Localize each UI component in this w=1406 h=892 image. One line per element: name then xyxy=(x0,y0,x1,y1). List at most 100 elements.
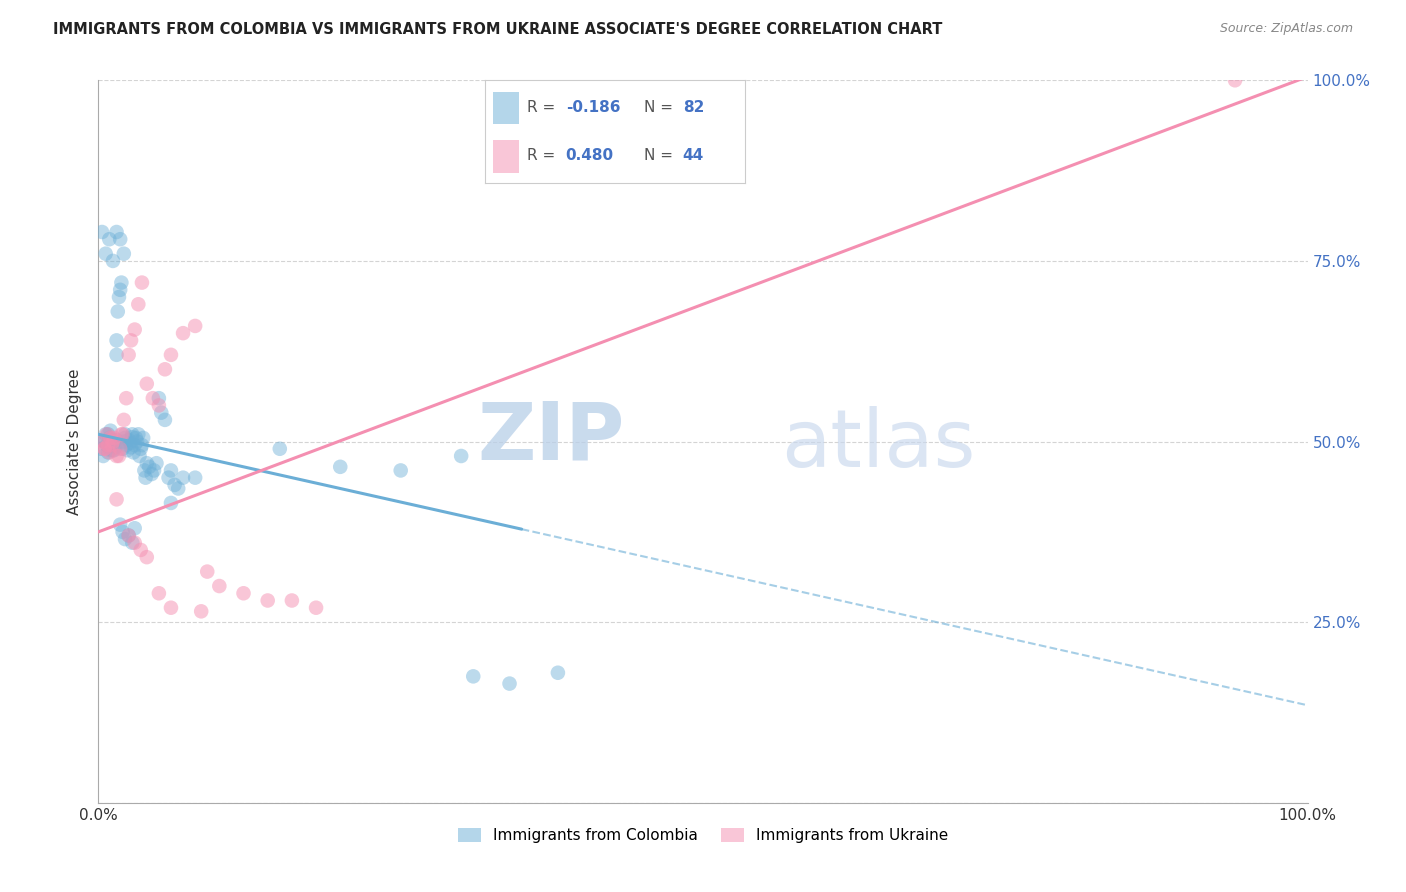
Point xyxy=(101,433,124,447)
Point xyxy=(195,565,218,579)
Point xyxy=(142,391,165,405)
Point xyxy=(108,283,131,297)
Point xyxy=(100,431,122,445)
Point xyxy=(105,492,128,507)
Point xyxy=(143,463,166,477)
Point xyxy=(305,600,328,615)
Point xyxy=(98,431,121,445)
Point xyxy=(153,362,176,376)
Text: -0.186: -0.186 xyxy=(565,101,620,115)
Point xyxy=(107,304,129,318)
Point xyxy=(103,443,125,458)
Point xyxy=(97,438,120,452)
Point xyxy=(112,413,135,427)
Point xyxy=(103,431,125,445)
Point xyxy=(118,528,141,542)
Point xyxy=(131,438,153,452)
Point xyxy=(1223,73,1246,87)
Text: 44: 44 xyxy=(683,148,704,162)
Point xyxy=(117,443,139,458)
Point xyxy=(101,253,124,268)
Point xyxy=(121,535,143,549)
Point xyxy=(114,427,136,442)
Point xyxy=(118,433,141,447)
Point xyxy=(101,443,124,458)
Point xyxy=(100,443,122,458)
Point xyxy=(329,459,352,474)
Point xyxy=(547,665,569,680)
Point xyxy=(127,434,149,449)
Point xyxy=(108,449,131,463)
Point xyxy=(269,442,291,456)
Point xyxy=(91,449,114,463)
Point xyxy=(232,586,254,600)
Point xyxy=(112,246,135,260)
Point xyxy=(98,232,121,246)
Point xyxy=(97,427,120,442)
Point xyxy=(135,456,157,470)
Point xyxy=(100,438,122,452)
Point xyxy=(121,427,143,442)
Text: ZIP: ZIP xyxy=(477,399,624,477)
Bar xyxy=(494,92,519,124)
Text: 82: 82 xyxy=(683,101,704,115)
Point xyxy=(97,445,120,459)
Text: N =: N = xyxy=(644,101,672,115)
Point xyxy=(172,326,194,340)
Point xyxy=(150,406,173,420)
Point xyxy=(110,276,132,290)
Point xyxy=(172,470,194,484)
Point xyxy=(122,445,145,459)
Point xyxy=(132,431,155,445)
Point xyxy=(208,579,231,593)
Point xyxy=(94,427,117,442)
Point xyxy=(124,521,146,535)
Point xyxy=(96,438,118,452)
Point xyxy=(463,669,485,683)
Point xyxy=(105,225,128,239)
Point xyxy=(108,290,131,304)
Text: IMMIGRANTS FROM COLOMBIA VS IMMIGRANTS FROM UKRAINE ASSOCIATE'S DEGREE CORRELATI: IMMIGRANTS FROM COLOMBIA VS IMMIGRANTS F… xyxy=(53,22,943,37)
Point xyxy=(129,442,152,456)
Point xyxy=(128,449,150,463)
Point xyxy=(115,391,138,405)
Text: Source: ZipAtlas.com: Source: ZipAtlas.com xyxy=(1219,22,1353,36)
Point xyxy=(148,391,170,405)
Point xyxy=(153,413,176,427)
Point xyxy=(124,535,146,549)
Point xyxy=(100,438,122,452)
Point xyxy=(135,376,157,391)
Point xyxy=(256,593,278,607)
Text: atlas: atlas xyxy=(782,406,976,484)
Point xyxy=(101,434,124,449)
Point xyxy=(127,427,149,442)
Point xyxy=(141,467,163,481)
Point xyxy=(124,438,146,452)
Point xyxy=(121,430,143,444)
Point xyxy=(94,246,117,260)
Point xyxy=(101,436,124,450)
Point xyxy=(135,470,157,484)
Point xyxy=(108,442,131,456)
Point xyxy=(118,348,141,362)
Point xyxy=(389,463,412,477)
Point xyxy=(104,440,127,454)
Point xyxy=(160,348,183,362)
Point xyxy=(120,334,142,348)
Point xyxy=(98,445,121,459)
Point xyxy=(148,586,170,600)
Point xyxy=(160,600,183,615)
Point xyxy=(96,427,118,442)
Point xyxy=(134,463,156,477)
Point xyxy=(108,232,131,246)
Text: R =: R = xyxy=(527,148,555,162)
Point xyxy=(124,322,146,336)
Point xyxy=(105,433,128,447)
Point xyxy=(190,604,212,618)
Point xyxy=(450,449,472,463)
Point xyxy=(111,442,134,456)
Bar xyxy=(494,140,519,173)
Point xyxy=(184,470,207,484)
Point xyxy=(110,427,132,442)
Point xyxy=(100,424,122,438)
